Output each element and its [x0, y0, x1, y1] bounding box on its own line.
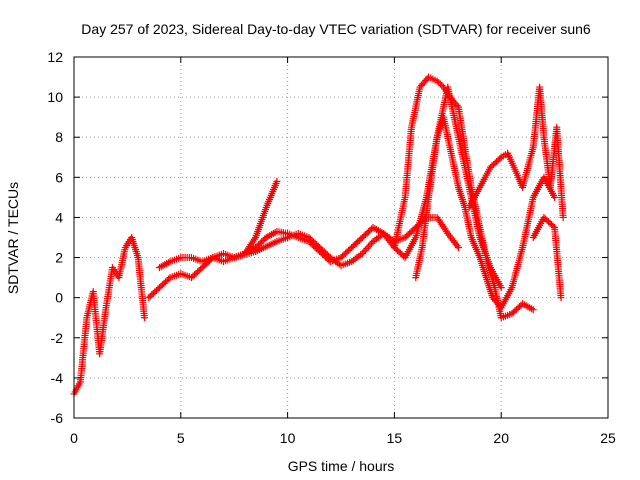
- series-track-f: [412, 113, 559, 312]
- y-tick-label: -4: [51, 370, 64, 386]
- plot-frame: [73, 56, 609, 419]
- chart-title: Day 257 of 2023, Sidereal Day-to-day VTE…: [81, 21, 591, 37]
- data-point: [433, 77, 441, 85]
- data-point: [436, 80, 444, 88]
- y-tick-label: 12: [47, 49, 63, 65]
- data-point: [453, 101, 461, 109]
- series-track-h: [529, 213, 565, 302]
- data-point: [140, 314, 148, 322]
- y-axis-label: SDTVAR / TECUs: [5, 182, 21, 294]
- axis-ticks: 0 5 10 15 20 25 -6 -4 -2 0 2 4 6 8 10 12: [47, 49, 616, 446]
- series-track-g: [465, 83, 567, 221]
- data-point: [496, 155, 504, 163]
- data-point: [559, 213, 567, 221]
- x-tick-label: 20: [493, 430, 509, 446]
- x-tick-label: 10: [280, 430, 296, 446]
- y-tick-label: 6: [55, 169, 63, 185]
- data-point: [360, 248, 368, 256]
- data-point: [438, 82, 446, 90]
- data-point: [273, 177, 281, 185]
- data-point: [363, 244, 371, 252]
- data-points: [70, 73, 567, 398]
- x-axis-label: GPS time / hours: [288, 458, 395, 474]
- x-tick-label: 5: [177, 430, 185, 446]
- data-point: [551, 193, 559, 201]
- y-tick-label: -6: [51, 410, 64, 426]
- series-track-b: [145, 177, 281, 302]
- data-point: [435, 79, 443, 87]
- y-tick-label: 10: [47, 89, 63, 105]
- y-tick-label: -2: [51, 330, 64, 346]
- data-point: [497, 284, 505, 292]
- data-point: [364, 243, 372, 251]
- data-point: [368, 239, 376, 247]
- y-tick-label: 8: [55, 129, 63, 145]
- y-tick-label: 0: [55, 290, 63, 306]
- x-tick-label: 0: [70, 430, 78, 446]
- data-point: [358, 250, 366, 258]
- data-point: [366, 241, 374, 249]
- data-point: [557, 294, 565, 302]
- x-tick-label: 25: [600, 430, 616, 446]
- series-track-e: [390, 73, 537, 322]
- data-point: [165, 275, 173, 283]
- y-tick-label: 4: [55, 209, 63, 225]
- series-track-a: [70, 234, 148, 398]
- data-point: [529, 306, 537, 314]
- grid: [74, 57, 608, 418]
- y-tick-label: 2: [55, 250, 63, 266]
- x-tick-label: 15: [387, 430, 403, 446]
- data-point: [549, 222, 557, 230]
- data-point: [454, 244, 462, 252]
- data-point: [361, 246, 369, 254]
